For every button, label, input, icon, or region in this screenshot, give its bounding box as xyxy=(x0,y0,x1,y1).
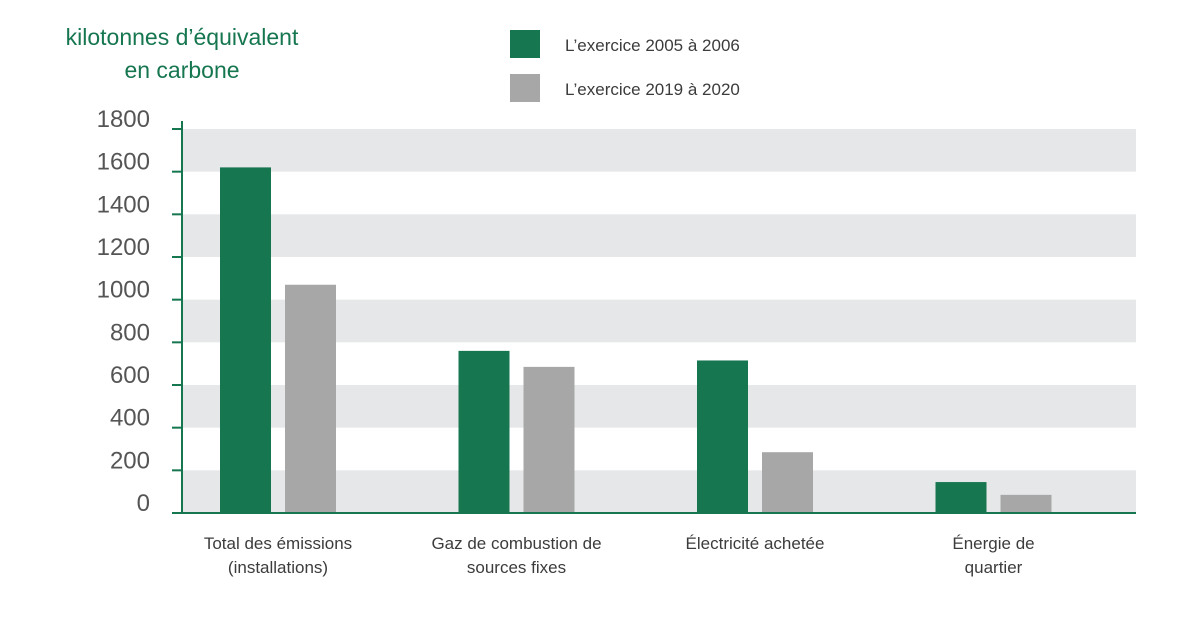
category-label-0: (installations) xyxy=(228,558,328,577)
category-labels: Total des émissions (installations) Gaz de… xyxy=(204,534,1035,577)
y-tick-label: 1800 xyxy=(97,106,150,133)
bars xyxy=(220,167,1052,513)
y-tick-label: 400 xyxy=(110,405,150,432)
y-tick-labels: 0 200 400 600 800 1000 1200 1400 1600 1800 xyxy=(97,106,150,517)
axes xyxy=(172,121,1136,514)
y-axis-title-line-2: en carbone xyxy=(124,57,239,83)
category-label-2: Électricité achetée xyxy=(686,534,825,553)
category-label-3: Énergie de xyxy=(952,534,1034,553)
grid-band xyxy=(182,129,1136,172)
y-tick-label: 1600 xyxy=(97,149,150,176)
bar-series-1-category-3 xyxy=(1000,494,1052,513)
legend: L’exercice 2005 à 2006 L’exercice 2019 à… xyxy=(510,30,740,102)
bar-series-0-category-2 xyxy=(697,360,748,513)
category-label-1: Gaz de combustion de xyxy=(431,534,601,553)
bar-series-0-category-0 xyxy=(220,167,271,513)
bar-series-1-category-1 xyxy=(523,366,575,513)
bar-series-0-category-1 xyxy=(458,350,510,513)
bar-series-1-category-0 xyxy=(285,284,336,513)
bar-series-1-category-2 xyxy=(762,452,813,513)
y-tick-label: 600 xyxy=(110,362,150,389)
y-tick-label: 1400 xyxy=(97,191,150,218)
y-tick-label: 200 xyxy=(110,447,150,474)
y-axis-title-line-1: kilotonnes d’équivalent xyxy=(66,24,299,50)
y-tick-label: 1000 xyxy=(97,277,150,304)
category-label-0: Total des émissions xyxy=(204,534,352,553)
y-tick-label: 1200 xyxy=(97,234,150,261)
grid-bands xyxy=(182,129,1136,513)
bar-series-0-category-3 xyxy=(935,482,987,513)
legend-label-2019-2020: L’exercice 2019 à 2020 xyxy=(565,80,740,99)
grid-band xyxy=(182,385,1136,428)
grid-band xyxy=(182,299,1136,343)
category-label-1: sources fixes xyxy=(467,558,566,577)
legend-swatch-2019-2020 xyxy=(510,74,540,102)
category-label-3: quartier xyxy=(965,558,1023,577)
y-tick-label: 0 xyxy=(137,490,150,517)
grid-band xyxy=(182,214,1136,257)
legend-swatch-2005-2006 xyxy=(510,30,540,58)
y-tick-label: 800 xyxy=(110,319,150,346)
legend-label-2005-2006: L’exercice 2005 à 2006 xyxy=(565,36,740,55)
